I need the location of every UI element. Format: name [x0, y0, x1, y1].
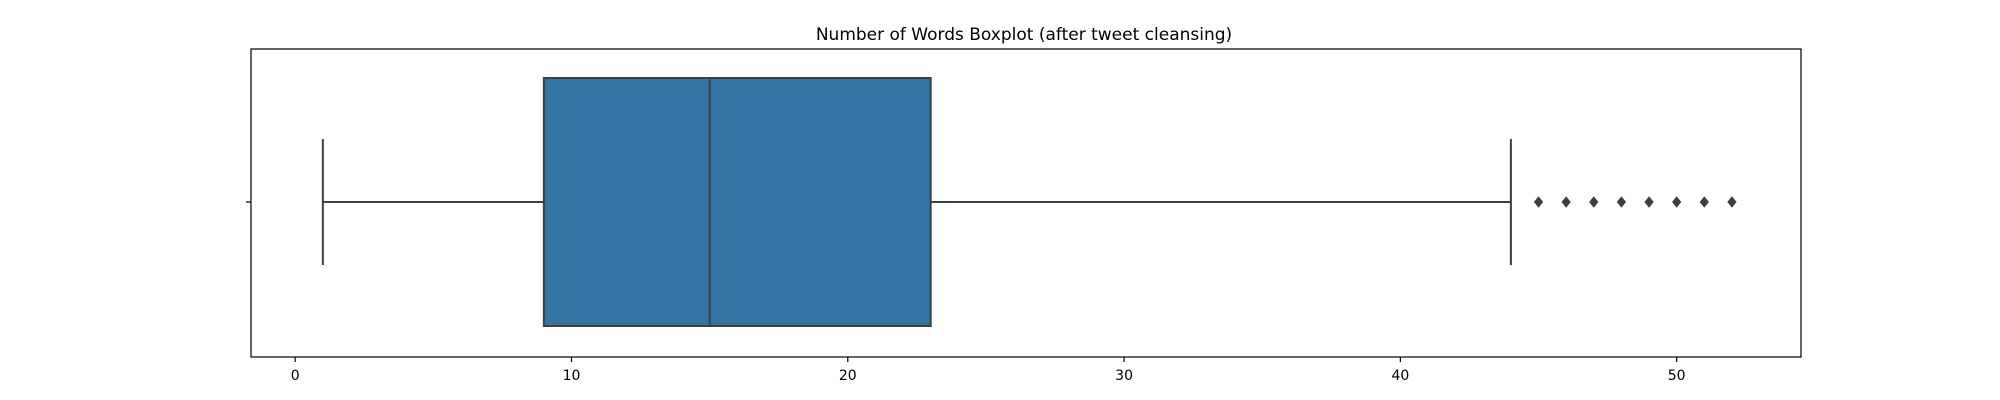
- x-tick-label: 50: [1668, 368, 1686, 384]
- outlier-point: [1672, 196, 1682, 208]
- x-tick-label: 30: [1115, 368, 1133, 384]
- outlier-point: [1561, 196, 1571, 208]
- x-tick-label: 40: [1391, 368, 1409, 384]
- outlier-point: [1699, 196, 1709, 208]
- plot-frame: [250, 48, 1802, 358]
- x-tick-label: 0: [291, 368, 300, 384]
- outlier-point: [1616, 196, 1627, 208]
- outlier-point: [1644, 196, 1654, 208]
- x-tick-label: 20: [839, 368, 857, 384]
- plot-area: 0 10 20 30 40 50: [246, 48, 1802, 384]
- outlier-point: [1589, 196, 1599, 208]
- chart-title: Number of Words Boxplot (after tweet cle…: [816, 25, 1232, 45]
- outlier-point: [1533, 196, 1544, 208]
- iqr-box: [542, 77, 932, 327]
- outlier-point: [1727, 196, 1737, 208]
- x-tick-label: 10: [563, 368, 581, 384]
